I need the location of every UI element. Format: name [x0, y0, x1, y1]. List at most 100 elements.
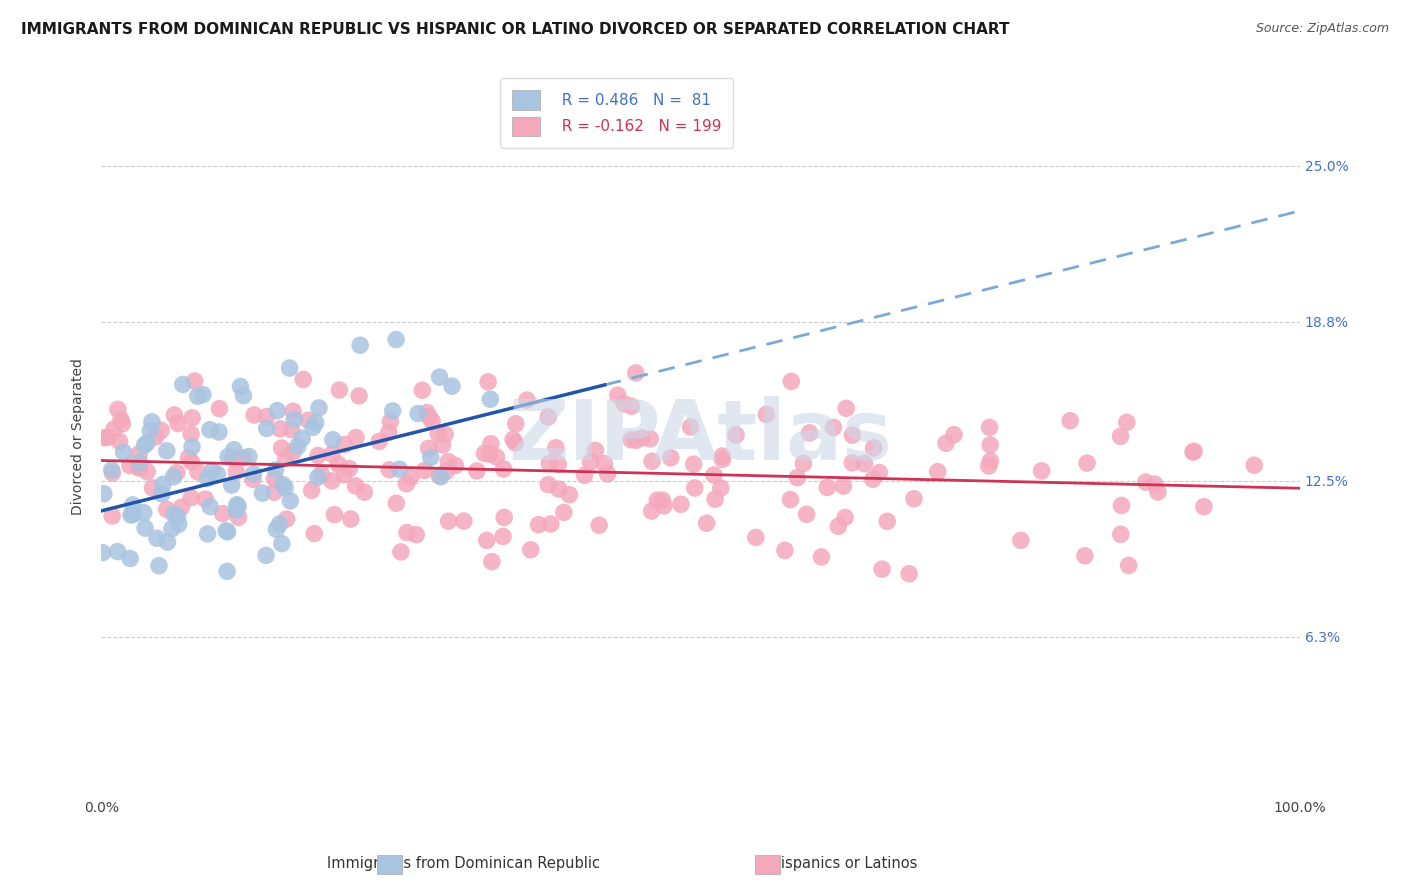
Point: [200, 500, 222, 514]
Point: [321, 447, 343, 461]
Point: [979, 454, 1001, 468]
Point: [166, 466, 188, 480]
Point: [553, 505, 575, 519]
Point: [474, 446, 496, 460]
Text: Source: ZipAtlas.com: Source: ZipAtlas.com: [1256, 22, 1389, 36]
Point: [1076, 456, 1098, 470]
Point: [97, 430, 120, 444]
Point: [704, 492, 727, 507]
Point: [107, 402, 129, 417]
Point: [238, 450, 260, 464]
Point: [228, 510, 250, 524]
Point: [588, 518, 610, 533]
Point: [620, 433, 643, 447]
Point: [134, 438, 156, 452]
Point: [475, 533, 498, 548]
Point: [181, 440, 204, 454]
Point: [437, 454, 460, 468]
Point: [242, 467, 264, 481]
Point: [810, 549, 832, 564]
Point: [128, 447, 150, 461]
Point: [1031, 464, 1053, 478]
Point: [492, 462, 515, 476]
Point: [647, 493, 669, 508]
Point: [278, 494, 301, 508]
Point: [537, 409, 560, 424]
Point: [935, 436, 957, 450]
Point: [344, 431, 367, 445]
Point: [745, 531, 768, 545]
Point: [418, 409, 440, 424]
Point: [274, 481, 297, 495]
Point: [453, 514, 475, 528]
Point: [432, 438, 454, 452]
Point: [232, 389, 254, 403]
Point: [683, 481, 706, 495]
Text: IMMIGRANTS FROM DOMINICAN REPUBLIC VS HISPANIC OR LATINO DIVORCED OR SEPARATED C: IMMIGRANTS FROM DOMINICAN REPUBLIC VS HI…: [21, 22, 1010, 37]
Point: [256, 421, 278, 435]
Point: [1182, 444, 1205, 458]
Point: [134, 521, 156, 535]
Point: [411, 384, 433, 398]
Point: [502, 433, 524, 447]
Point: [121, 498, 143, 512]
Point: [640, 504, 662, 518]
Point: [167, 417, 190, 431]
Point: [128, 461, 150, 475]
Point: [434, 465, 457, 479]
Point: [107, 544, 129, 558]
Point: [254, 549, 277, 563]
Point: [427, 427, 450, 442]
Point: [278, 361, 301, 376]
Point: [606, 388, 628, 402]
Point: [1074, 549, 1097, 563]
Point: [405, 527, 427, 541]
Point: [146, 531, 169, 545]
Point: [792, 457, 814, 471]
Point: [208, 425, 231, 439]
Point: [222, 442, 245, 457]
Point: [118, 458, 141, 473]
Point: [868, 466, 890, 480]
Point: [91, 546, 114, 560]
Point: [385, 496, 408, 510]
Point: [378, 425, 401, 440]
Point: [429, 370, 451, 384]
Point: [141, 481, 163, 495]
Point: [977, 458, 1000, 473]
Point: [1059, 414, 1081, 428]
Point: [232, 450, 254, 465]
Point: [229, 379, 252, 393]
Y-axis label: Divorced or Separated: Divorced or Separated: [72, 358, 86, 515]
Point: [479, 392, 502, 407]
Point: [547, 458, 569, 472]
Point: [297, 413, 319, 427]
Point: [1192, 500, 1215, 514]
Point: [242, 472, 264, 486]
Point: [160, 522, 183, 536]
Point: [679, 420, 702, 434]
Point: [264, 463, 287, 477]
Point: [177, 450, 200, 465]
Point: [465, 464, 488, 478]
Point: [485, 450, 508, 464]
Point: [835, 401, 858, 416]
Point: [217, 565, 239, 579]
Point: [380, 415, 402, 429]
Point: [583, 443, 606, 458]
Point: [302, 420, 325, 434]
Point: [903, 491, 925, 506]
Point: [979, 420, 1001, 434]
Point: [418, 442, 440, 456]
Point: [834, 510, 856, 524]
Point: [93, 486, 115, 500]
Point: [1010, 533, 1032, 548]
Point: [211, 507, 233, 521]
Text: ZIPAtlas: ZIPAtlas: [509, 396, 893, 477]
Point: [266, 522, 288, 536]
Point: [266, 403, 288, 417]
Point: [307, 470, 329, 484]
Point: [796, 508, 818, 522]
Point: [187, 389, 209, 403]
Point: [163, 408, 186, 422]
